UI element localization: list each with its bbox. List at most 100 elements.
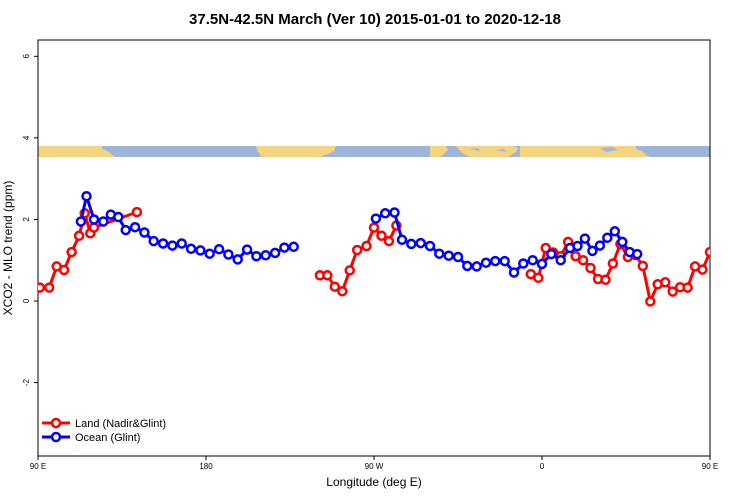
data-point-ocean [204,248,215,259]
series-line-ocean [719,196,750,245]
data-point-land [645,296,656,307]
plot-frame [37,39,711,457]
x-tick-label: 90 E [30,462,46,471]
data-point-ocean [379,208,391,219]
data-point-ocean [260,250,271,261]
y-tick-label: 0 [22,298,31,303]
data-point-ocean [738,218,746,226]
data-point-ocean [157,238,169,249]
data-point-ocean [471,261,482,272]
y-tick-label: 4 [22,135,31,140]
data-point-land [351,244,363,256]
data-point-ocean [508,267,520,278]
data-point-ocean [546,248,557,260]
data-point-ocean [113,211,124,223]
data-point-ocean [527,254,538,266]
data-point-land [730,224,738,232]
data-point-ocean [223,249,234,260]
data-point-ocean [213,243,225,255]
data-point-land [376,230,387,242]
data-point-ocean [728,216,736,224]
series-layer [38,190,750,307]
data-point-ocean [241,244,253,255]
data-point-ocean [536,258,548,270]
data-point-land [659,277,671,288]
data-point-ocean [148,235,159,247]
data-point-ocean [745,211,750,219]
data-point-land [43,282,55,293]
data-point-land [131,206,143,218]
data-point-land [383,235,395,247]
data-point-land [682,282,693,293]
data-point-land [585,262,596,274]
data-point-ocean [579,233,591,244]
data-point-ocean [480,257,492,268]
legend-label-land: Land (Nadir&Glint) [75,418,166,430]
data-point-ocean [139,227,150,238]
data-point-land [600,274,611,286]
legend-marker-land [50,417,62,429]
data-point-ocean [490,255,501,267]
data-point-ocean [167,240,178,251]
x-axis: 90 E 180 90 W 0 90 E [30,456,718,471]
data-point-ocean [389,207,400,218]
data-point-land [322,270,333,281]
data-point-ocean [129,221,141,233]
series-land [38,206,738,307]
y-axis-label: XCO2 - MLO trend (ppm) [1,181,15,316]
data-point-ocean [721,192,729,200]
data-point-ocean [251,250,262,262]
data-point-ocean [396,234,408,246]
data-point-land [337,285,348,297]
data-point-land [570,250,581,262]
data-point-land [361,240,372,252]
x-tick-label: 90 W [365,462,384,471]
data-point-ocean [288,241,299,253]
data-point-ocean [81,190,92,202]
data-point-ocean [120,224,131,236]
data-point-land [73,230,85,242]
y-axis: -2 0 2 4 6 [22,54,38,386]
data-point-land [66,246,77,258]
map-strip [38,146,710,157]
data-point-land [607,258,619,269]
data-point-ocean [518,258,529,269]
data-point-ocean [609,226,621,237]
data-point-ocean [406,238,417,250]
data-point-ocean [98,216,109,227]
data-point-land [719,211,727,219]
chart-title: 37.5N-42.5N March (Ver 10) 2015-01-01 to… [189,11,561,28]
data-point-ocean [462,260,473,272]
data-point-land [697,264,708,275]
data-point-land [88,222,100,233]
data-point-ocean [75,216,87,227]
x-tick-label: 0 [540,462,545,471]
data-point-land [533,272,544,284]
data-point-land [667,286,678,297]
data-point-land [704,246,710,258]
data-point-ocean [499,255,510,267]
data-point-ocean [370,213,382,224]
legend-label-ocean: Ocean (Glint) [75,432,140,444]
data-point-ocean [452,251,464,263]
data-point-ocean [631,248,643,260]
data-point-land [368,222,380,233]
x-tick-label: 90 E [702,462,718,471]
y-tick-label: -2 [22,378,31,386]
data-point-ocean [195,245,206,256]
series-ocean [75,190,750,278]
data-point-ocean [715,218,723,226]
data-point-ocean [617,236,628,248]
data-point-ocean [185,243,197,255]
data-point-ocean [424,240,436,252]
data-point-ocean [415,237,426,249]
data-point-ocean [434,248,445,259]
data-point-ocean [88,214,100,225]
x-tick-label: 180 [199,462,213,471]
data-point-land [329,281,341,292]
data-point-land [725,229,733,237]
data-point-land [344,265,355,276]
data-point-ocean [594,240,606,251]
data-point-land [714,232,722,240]
data-point-ocean [232,254,243,265]
